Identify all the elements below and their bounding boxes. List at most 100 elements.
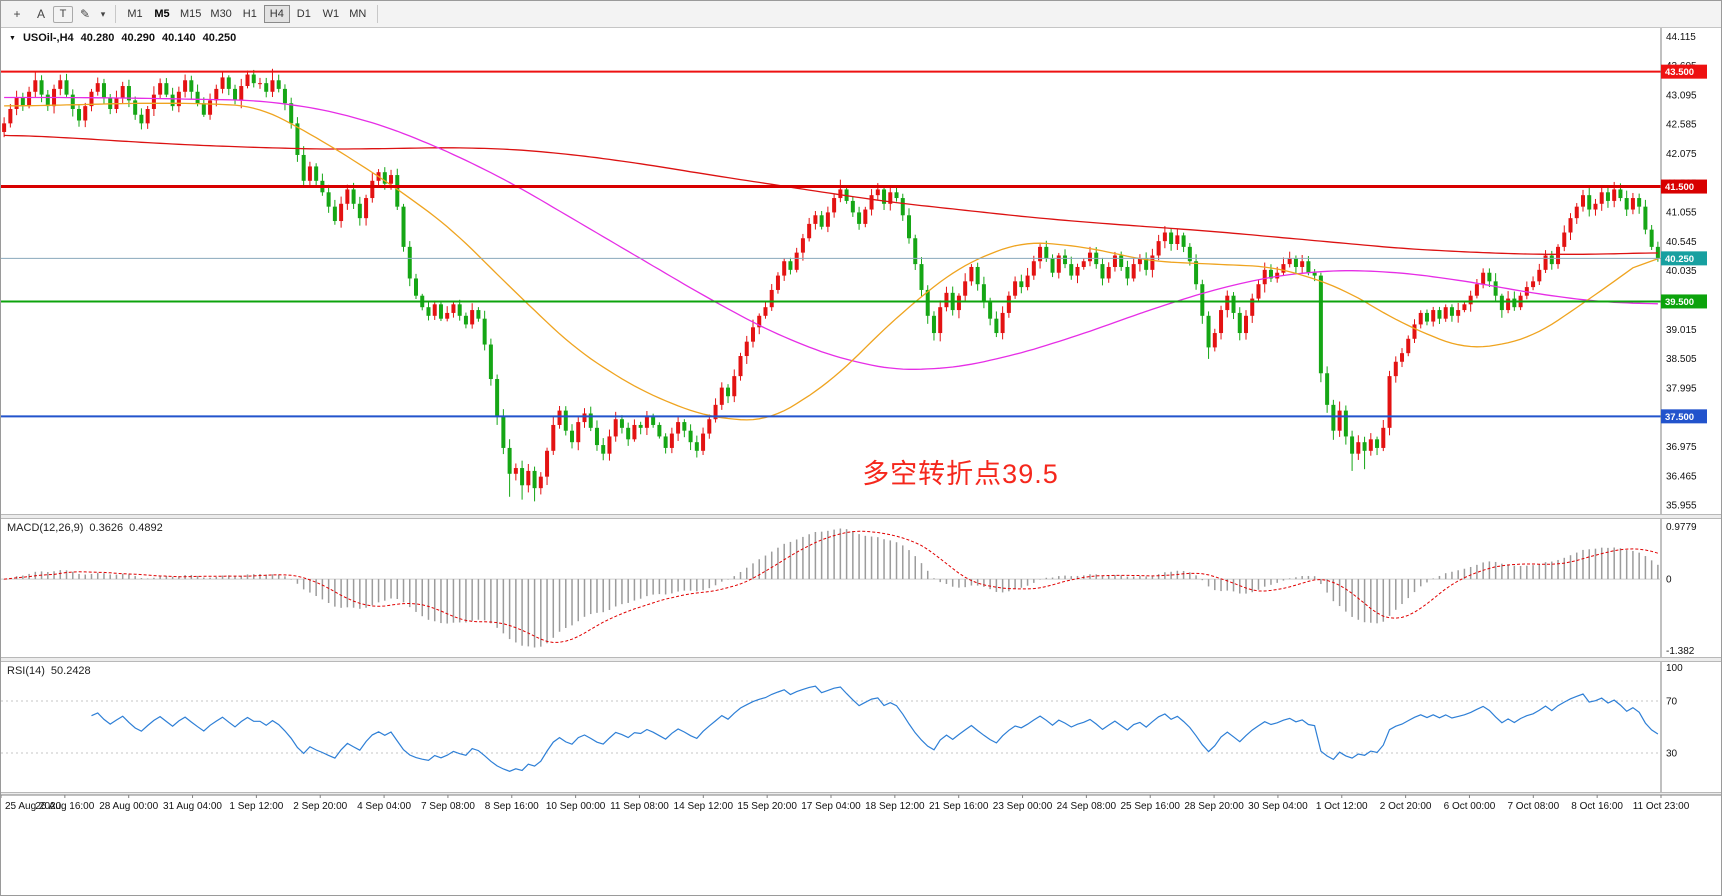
current-price-badge-label: 40.250	[1665, 254, 1694, 265]
chart-collapse-icon[interactable]: ▼	[9, 35, 16, 42]
price-level-badge: 37.500	[1661, 409, 1707, 424]
chart-symbol-ohlc: ▼ USOil-,H4 40.280 40.290 40.140 40.250	[9, 32, 236, 44]
timeframe-button-m5[interactable]: M5	[154, 8, 170, 20]
price-level-badge-label: 43.500	[1665, 67, 1694, 78]
price-level-badge-label: 39.500	[1665, 297, 1694, 308]
timeframe-button-m1[interactable]: M1	[127, 8, 143, 20]
time-tick-label: 28 Aug 00:00	[99, 801, 158, 812]
time-tick-label: 18 Sep 12:00	[865, 801, 925, 812]
chart-annotation-text[interactable]: 多空转折点39.5	[862, 458, 1059, 489]
macd-histogram	[3, 528, 1659, 648]
price-tick-label: 44.115	[1666, 32, 1696, 43]
ohlc-low: 40.140	[161, 32, 196, 44]
timeframe-button-m15[interactable]: M15	[180, 8, 202, 20]
draw-tools-caret-icon[interactable]: ▾	[100, 8, 106, 19]
time-tick-label: 1 Sep 12:00	[229, 801, 283, 812]
time-tick-label: 21 Sep 16:00	[929, 801, 989, 812]
rsi-line	[91, 685, 1659, 772]
draw-tools-icon[interactable]: ✎	[79, 7, 91, 21]
time-tick-label: 7 Sep 08:00	[421, 801, 475, 812]
panel-splitter-rsi[interactable]	[1, 657, 1721, 662]
price-tick-label: 36.465	[1666, 471, 1697, 482]
timeframe-button-h1[interactable]: H1	[242, 8, 257, 20]
time-tick-label: 8 Oct 16:00	[1571, 801, 1623, 812]
ohlc-close: 40.250	[202, 32, 237, 44]
rsi-indicator-title: RSI(14) 50.2428	[7, 665, 91, 677]
candlesticks	[2, 68, 1660, 502]
time-tick-label: 8 Sep 16:00	[485, 801, 539, 812]
timeframe-button-h4[interactable]: H4	[263, 5, 290, 23]
price-tick-label: 40.545	[1666, 237, 1697, 248]
time-tick-label: 15 Sep 20:00	[737, 801, 797, 812]
time-tick-label: 7 Oct 08:00	[1507, 801, 1559, 812]
price-level-badge-label: 41.500	[1665, 182, 1694, 193]
price-tick-label: 38.505	[1666, 354, 1697, 365]
timeframe-button-w1[interactable]: W1	[322, 8, 340, 20]
drawing-tools-group: + A T ✎ ▾	[5, 4, 109, 24]
price-level-badge: 41.500	[1661, 179, 1707, 194]
macd-axis-label: -1.382	[1666, 646, 1695, 657]
rsi-axis-label: 30	[1666, 749, 1678, 760]
price-tick-label: 40.035	[1666, 266, 1697, 277]
time-tick-label: 11 Sep 08:00	[610, 801, 669, 812]
time-tick-label: 30 Sep 04:00	[1248, 801, 1308, 812]
timeframe-button-d1[interactable]: D1	[296, 8, 311, 20]
price-level-badge: 43.500	[1661, 64, 1707, 79]
text-box-icon[interactable]: T	[53, 5, 73, 23]
macd-signal-line	[4, 530, 1659, 644]
timeframe-button-mn[interactable]: MN	[349, 8, 367, 20]
price-tick-label: 41.055	[1666, 208, 1697, 219]
time-tick-label: 23 Sep 00:00	[993, 801, 1053, 812]
toolbar-separator	[376, 5, 378, 23]
time-tick-label: 24 Sep 08:00	[1057, 801, 1117, 812]
time-tick-label: 31 Aug 04:00	[163, 801, 222, 812]
time-tick-label: 17 Sep 04:00	[801, 801, 861, 812]
symbol-timeframe-label: USOil-,H4	[22, 32, 74, 44]
price-level-badge-label: 37.500	[1665, 412, 1694, 423]
time-tick-label: 1 Oct 12:00	[1316, 801, 1368, 812]
ma-slow-line[interactable]	[4, 134, 1658, 255]
time-tick-label: 2 Oct 20:00	[1380, 801, 1432, 812]
macd-axis-label: 0.9779	[1666, 522, 1697, 533]
time-tick-label: 4 Sep 04:00	[357, 801, 411, 812]
timeframe-button-m30[interactable]: M30	[210, 8, 232, 20]
macd-value: 0.3626	[89, 522, 124, 534]
time-tick-label: 26 Aug 16:00	[35, 801, 94, 812]
price-tick-label: 43.095	[1666, 90, 1697, 101]
macd-name: MACD(12,26,9)	[7, 522, 84, 534]
price-level-badge: 39.500	[1661, 294, 1707, 309]
timeframe-buttons-group: M1 M5 M15 M30 H1 H4 D1 W1 MN	[122, 5, 371, 23]
ohlc-high: 40.290	[121, 32, 155, 44]
crosshair-icon[interactable]: +	[13, 7, 21, 21]
macd-signal-value: 0.4892	[129, 522, 163, 534]
rsi-value: 50.2428	[50, 665, 91, 677]
text-label-icon[interactable]: A	[36, 7, 45, 21]
toolbar-separator	[115, 5, 116, 23]
toolbar: + A T ✎ ▾ M1 M5 M15 M30 H1 H4 D1 W1 MN	[1, 1, 1721, 28]
time-tick-label: 10 Sep 00:00	[546, 801, 606, 812]
rsi-axis-label: 70	[1666, 697, 1678, 708]
ma-fast-line[interactable]	[4, 102, 1659, 421]
price-tick-label: 39.015	[1666, 325, 1697, 336]
time-tick-label: 6 Oct 00:00	[1444, 801, 1496, 812]
macd-axis-label: 0	[1666, 575, 1672, 586]
macd-indicator-title: MACD(12,26,9) 0.3626 0.4892	[7, 522, 163, 534]
time-tick-label: 25 Sep 16:00	[1120, 801, 1180, 812]
price-tick-label: 42.075	[1666, 149, 1697, 160]
price-tick-label: 42.585	[1666, 120, 1697, 131]
time-tick-label: 25 Aug 2020	[5, 801, 62, 812]
panel-splitter-macd[interactable]	[1, 514, 1721, 519]
price-tick-label: 36.975	[1666, 442, 1697, 453]
price-tick-label: 35.955	[1666, 501, 1697, 512]
ma-medium-line[interactable]	[4, 96, 1658, 370]
panel-splitter-timeaxis[interactable]	[1, 792, 1721, 795]
time-tick-label: 11 Oct 23:00	[1633, 801, 1690, 812]
price-tick-label: 37.995	[1666, 383, 1697, 394]
time-tick-label: 14 Sep 12:00	[674, 801, 734, 812]
time-tick-label: 28 Sep 20:00	[1184, 801, 1244, 812]
rsi-name: RSI(14)	[7, 665, 45, 677]
ohlc-open: 40.280	[80, 32, 115, 44]
time-tick-label: 2 Sep 20:00	[293, 801, 347, 812]
